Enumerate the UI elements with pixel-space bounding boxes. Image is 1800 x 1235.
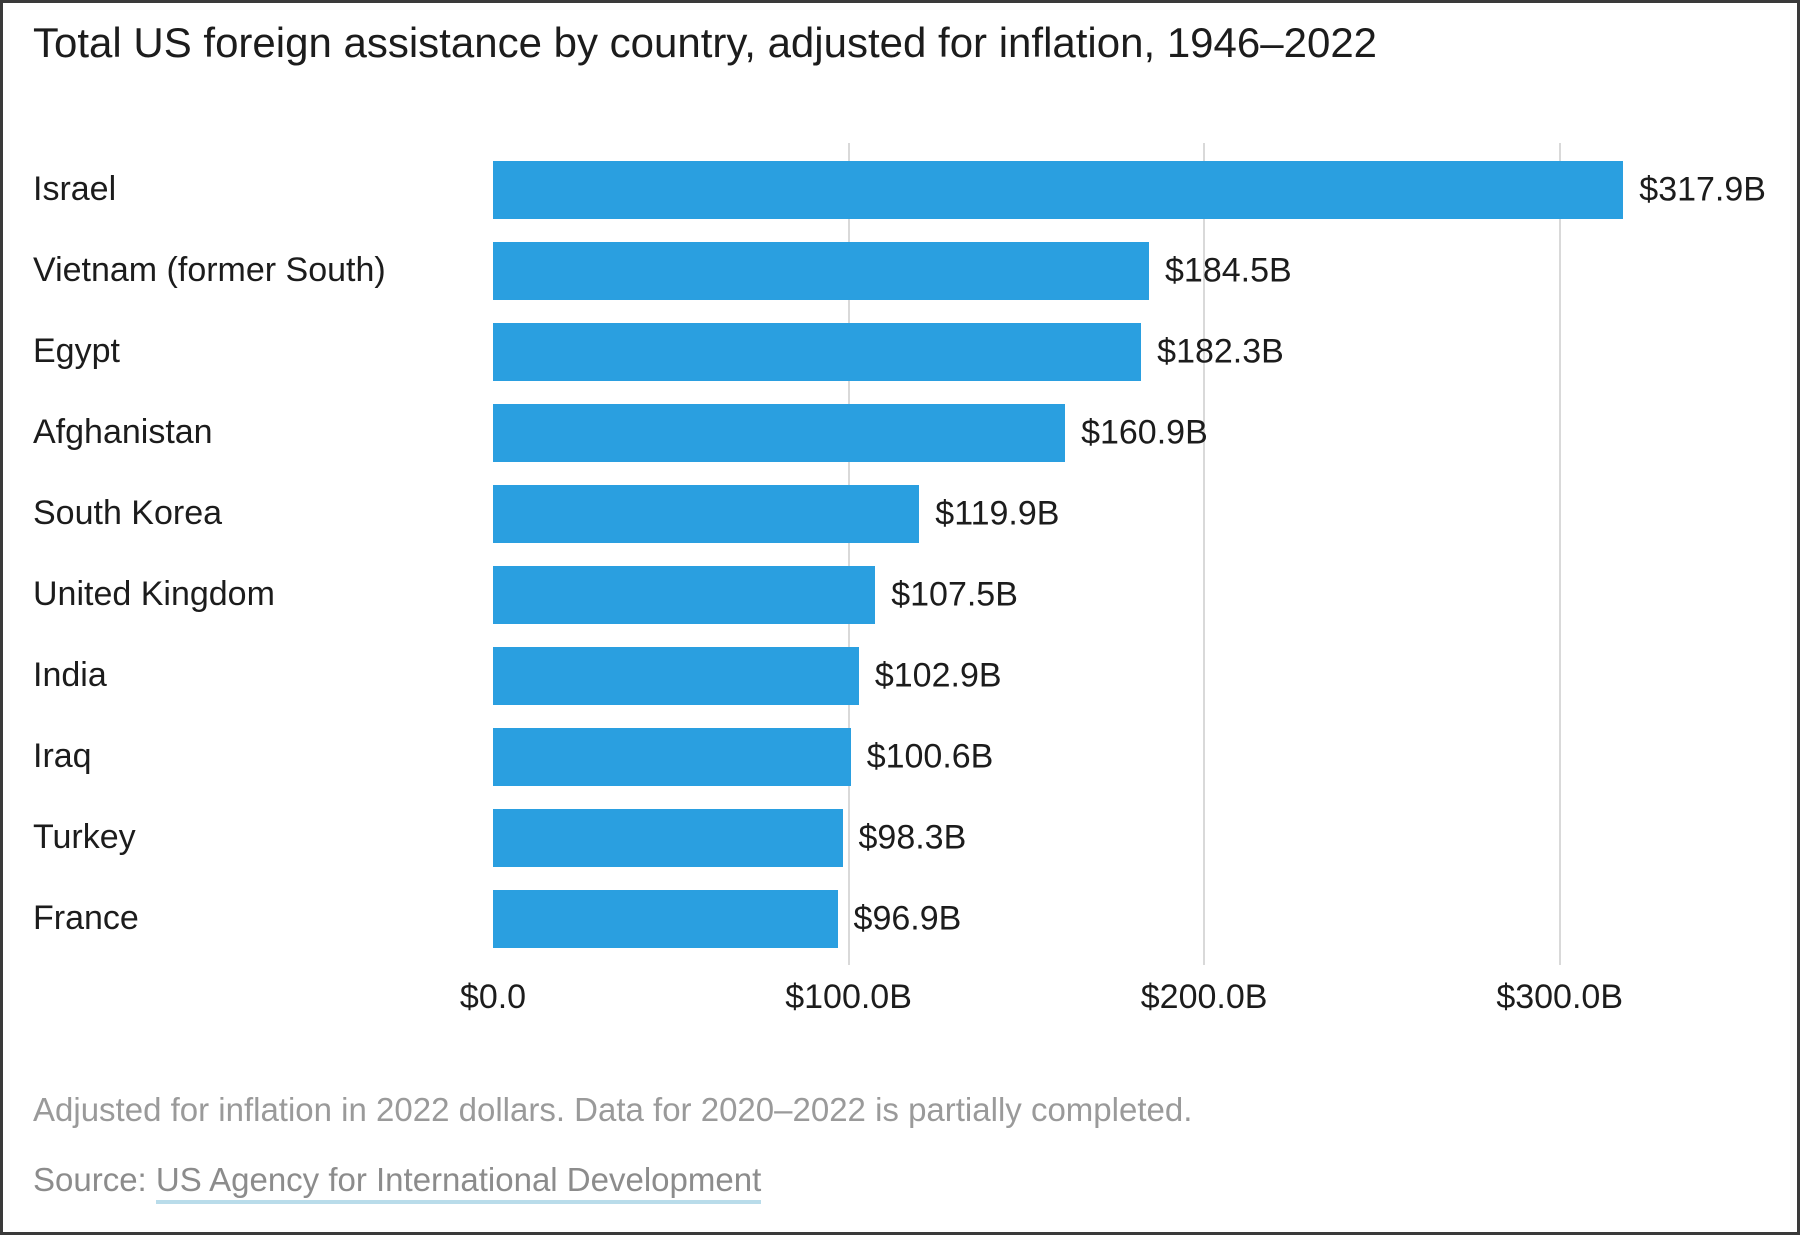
bar-track: $107.5B xyxy=(493,554,1773,635)
bar-row: France $96.9B xyxy=(33,878,1773,959)
gridline xyxy=(1203,143,1206,965)
gridline xyxy=(847,143,850,965)
bar xyxy=(493,322,1142,381)
category-label: Egypt xyxy=(33,332,120,370)
bar xyxy=(493,484,920,543)
bar xyxy=(493,646,859,705)
category-label: Vietnam (former South) xyxy=(33,251,386,289)
bar-track: $96.9B xyxy=(493,878,1773,959)
category-label: Iraq xyxy=(33,737,92,775)
bar-track: $184.5B xyxy=(493,230,1773,311)
category-label: Afghanistan xyxy=(33,413,213,451)
category-label: Turkey xyxy=(33,818,136,856)
category-label: Israel xyxy=(33,170,117,208)
bar xyxy=(493,727,851,786)
bar-track: $98.3B xyxy=(493,797,1773,878)
bar-row: Egypt $182.3B xyxy=(33,311,1773,392)
value-label: $107.5B xyxy=(891,575,1018,613)
bar-track: $102.9B xyxy=(493,635,1773,716)
bar-row: Iraq $100.6B xyxy=(33,716,1773,797)
x-axis: $0.0 $100.0B $200.0B $300.0B xyxy=(460,978,1773,1018)
bar-row: South Korea $119.9B xyxy=(33,473,1773,554)
x-tick-label: $100.0B xyxy=(785,978,912,1016)
chart-title: Total US foreign assistance by country, … xyxy=(33,19,1378,66)
value-label: $119.9B xyxy=(935,494,1060,532)
bar-row: Turkey $98.3B xyxy=(33,797,1773,878)
x-tick-label: $300.0B xyxy=(1496,978,1623,1016)
value-label: $184.5B xyxy=(1165,251,1292,289)
category-label: United Kingdom xyxy=(33,575,275,613)
bar-chart-plot: Israel $317.9B Vietnam (former South) $184.… xyxy=(33,143,1773,965)
bar-track: $119.9B xyxy=(493,473,1773,554)
bar xyxy=(493,889,838,948)
x-tick-label: $200.0B xyxy=(1140,978,1268,1016)
value-label: $96.9B xyxy=(853,899,962,937)
bar-row: Israel $317.9B xyxy=(33,149,1773,230)
bar-row: India $102.9B xyxy=(33,635,1773,716)
value-label: $160.9B xyxy=(1081,413,1208,451)
gridline-layer xyxy=(493,143,1773,965)
source-prefix: Source: xyxy=(33,1161,156,1198)
category-label: South Korea xyxy=(33,494,223,532)
bar-row: United Kingdom $107.5B xyxy=(33,554,1773,635)
bar xyxy=(493,565,876,624)
source-link[interactable]: US Agency for International Development xyxy=(155,1161,762,1204)
bar-row: Vietnam (former South) $184.5B xyxy=(33,230,1773,311)
bar-track: $317.9B xyxy=(493,149,1773,230)
bar-track: $160.9B xyxy=(493,392,1773,473)
value-label: $98.3B xyxy=(858,818,967,856)
bar-track: $100.6B xyxy=(493,716,1773,797)
value-label: $100.6B xyxy=(866,737,994,775)
category-label: India xyxy=(33,656,107,694)
bar xyxy=(493,808,843,867)
bar-track: $182.3B xyxy=(493,311,1773,392)
value-label: $182.3B xyxy=(1157,332,1284,370)
bar xyxy=(493,403,1066,462)
gridline xyxy=(1558,143,1561,965)
bar-rows: Israel $317.9B Vietnam (former South) $184.… xyxy=(33,149,1773,959)
value-label: $102.9B xyxy=(874,656,1002,694)
source-line: Source: US Agency for International Deve… xyxy=(33,1161,762,1204)
value-label: $317.9B xyxy=(1639,170,1766,208)
bar xyxy=(493,160,1624,219)
bar-row: Afghanistan $160.9B xyxy=(33,392,1773,473)
x-tick-label: $0.0 xyxy=(459,978,527,1016)
footnote: Adjusted for inflation in 2022 dollars. … xyxy=(33,1091,1193,1128)
bar xyxy=(493,241,1149,300)
category-label: France xyxy=(33,899,139,937)
